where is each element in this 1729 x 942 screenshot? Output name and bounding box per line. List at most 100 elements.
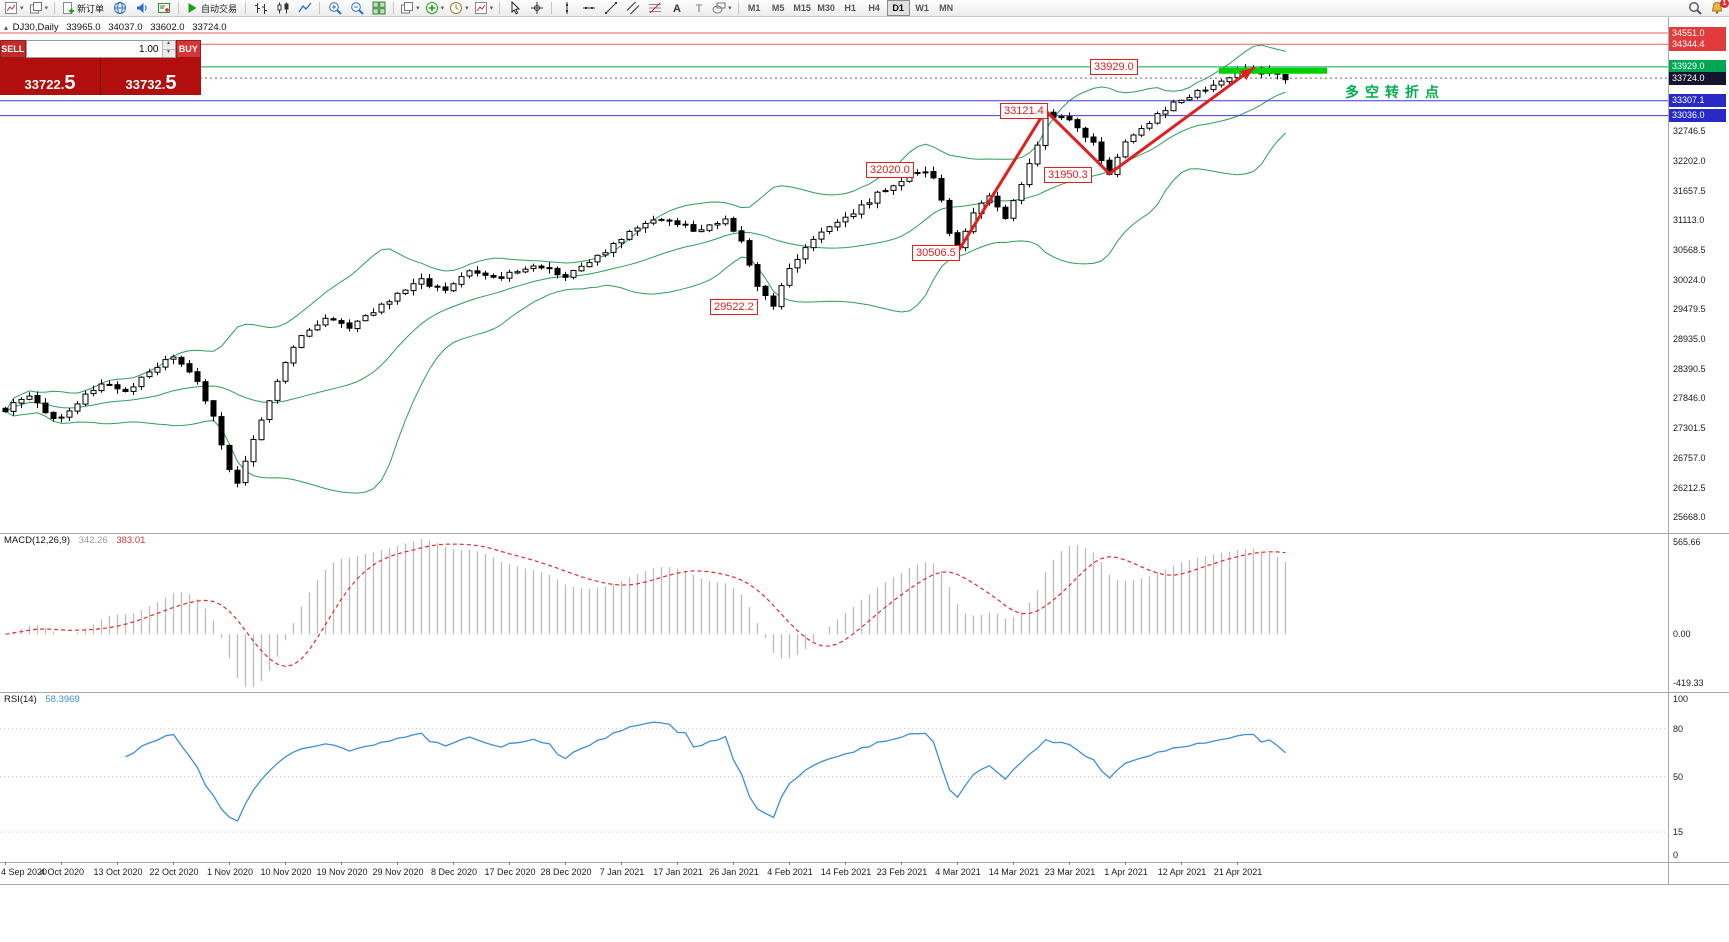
candlestick-chart-button[interactable] [272,0,293,17]
text-label-icon: T [695,3,702,15]
timeframe-m30-button[interactable]: M30 [817,3,835,13]
toolbar-separator [54,2,56,14]
toolbar-separator [393,2,395,14]
line-chart-button[interactable] [294,0,315,17]
timeframe-h1-button[interactable]: H1 [844,3,856,13]
profiles-button[interactable]: ▾ [27,0,51,17]
high-value: 34037.0 [108,22,143,33]
rsi-indicator-label: RSI(14) 58.3969 [4,694,86,705]
new-order-button-label: 新订单 [77,3,105,14]
new-chart-button[interactable]: ▾ [2,0,26,17]
macd-signal-value: 383.01 [116,535,146,546]
main-toolbar: ▾ ▾ 新订单 自动交易 ▾ ▾ ▾ ▾ A T ▾ M1 M5 M15 M30 H1 H4 D1 W1 MN 1 [0,0,1729,17]
trendline-button[interactable] [600,0,621,17]
shapes-icon [712,2,726,14]
timeframe-m15-button[interactable]: M15 [793,3,811,13]
templates-button[interactable]: ▾ [472,0,496,17]
rsi-name: RSI(14) [4,694,37,705]
navigator-icon [113,2,126,14]
autotrading-button[interactable]: 自动交易 [183,0,241,17]
zoom-in-button[interactable] [324,0,345,17]
timeframe-m1-button[interactable]: M1 [747,3,761,13]
indicators-button[interactable]: ▾ [423,0,447,17]
horizontal-line-icon [582,7,595,9]
macd-name: MACD(12,26,9) [4,535,70,546]
new-order-button[interactable]: 新订单 [59,0,108,17]
candlestick-chart-icon [277,2,289,14]
timeframe-m5-button[interactable]: M5 [771,3,785,13]
vertical-line-button[interactable] [556,0,577,17]
bar-chart-button[interactable] [250,0,271,17]
timeframe-w1-button[interactable]: W1 [915,3,929,13]
navigator-button[interactable] [109,0,130,17]
symbol-period-label: DJ30,Daily [12,22,59,33]
arrange-windows-icon [401,2,414,14]
new-order-icon [63,2,75,14]
alerts-button[interactable] [131,0,152,17]
chevron-down-icon: ▾ [416,4,420,12]
bar-direction-icon: ▴ [4,23,9,32]
notifications-button[interactable]: 1 [1706,0,1729,17]
bar-chart-icon [254,3,267,14]
toolbar-separator [319,2,321,14]
channel-button[interactable] [622,0,643,17]
swing-price-label[interactable]: 30506.5 [912,245,960,261]
rsi-value: 58.3969 [45,694,80,705]
turning-point-note[interactable]: 多空转折点 [1345,84,1445,100]
chevron-down-icon: ▾ [465,4,469,12]
timeframe-d1-button[interactable]: D1 [886,0,910,16]
profiles-icon [29,2,42,14]
buy-price[interactable]: 33732. 5 [101,58,201,95]
timeframe-mn-button[interactable]: MN [939,3,954,13]
toolbar-separator [245,2,247,14]
close-value: 33724.0 [192,22,227,33]
swing-price-label[interactable]: 33121.4 [1000,103,1048,119]
macd-main-value: 342.26 [78,535,108,546]
chevron-down-icon: ▾ [440,4,445,12]
periods-button[interactable]: ▾ [447,0,471,17]
chevron-down-icon: ▾ [489,4,494,12]
low-value: 33602.0 [150,22,185,33]
arrange-windows-button[interactable]: ▾ [398,0,422,17]
buy-button[interactable]: BUY [175,40,201,58]
text-label-button[interactable]: T [688,0,709,17]
toolbar-separator [551,2,553,14]
swing-price-label[interactable]: 31950.3 [1044,167,1092,183]
alerts-icon [136,3,147,13]
timeframe-h4-button[interactable]: H4 [868,3,880,13]
vertical-line-icon [565,2,568,14]
horizontal-line-button[interactable] [578,0,599,17]
volume-input[interactable] [26,41,162,57]
swing-price-label[interactable]: 32020.0 [866,162,914,178]
market-watch-button[interactable] [153,0,174,17]
shapes-button[interactable]: ▾ [710,0,734,17]
chevron-down-icon: ▾ [728,4,732,12]
svg-text:T: T [695,3,702,15]
zoom-in-icon [328,2,342,15]
text-button[interactable]: A [666,0,687,17]
swing-price-label[interactable]: 33929.0 [1090,59,1138,75]
market-watch-icon [157,3,170,13]
sell-price[interactable]: 33722. 5 [0,58,101,95]
search-button[interactable] [1684,0,1705,17]
chevron-down-icon: ▾ [44,4,49,12]
tile-windows-button[interactable] [368,0,389,17]
sell-button[interactable]: SELL [0,40,26,58]
notifications-icon [1711,1,1722,14]
zoom-out-button[interactable] [346,0,367,17]
toolbar-separator [499,2,501,14]
svg-text:A: A [673,3,681,15]
crosshair-button[interactable] [526,0,547,17]
volume-up-icon[interactable]: ▲ [162,41,175,50]
cursor-button[interactable] [504,0,525,17]
swing-price-label[interactable]: 29522.2 [710,299,758,315]
indicators-icon [425,2,438,14]
cursor-icon [511,1,520,15]
zoom-out-icon [350,2,364,15]
fibonacci-button[interactable] [644,0,665,17]
volume-down-icon[interactable]: ▼ [162,49,175,57]
macd-indicator-label: MACD(12,26,9) 342.26 383.01 [4,535,151,546]
line-chart-icon [298,2,312,13]
